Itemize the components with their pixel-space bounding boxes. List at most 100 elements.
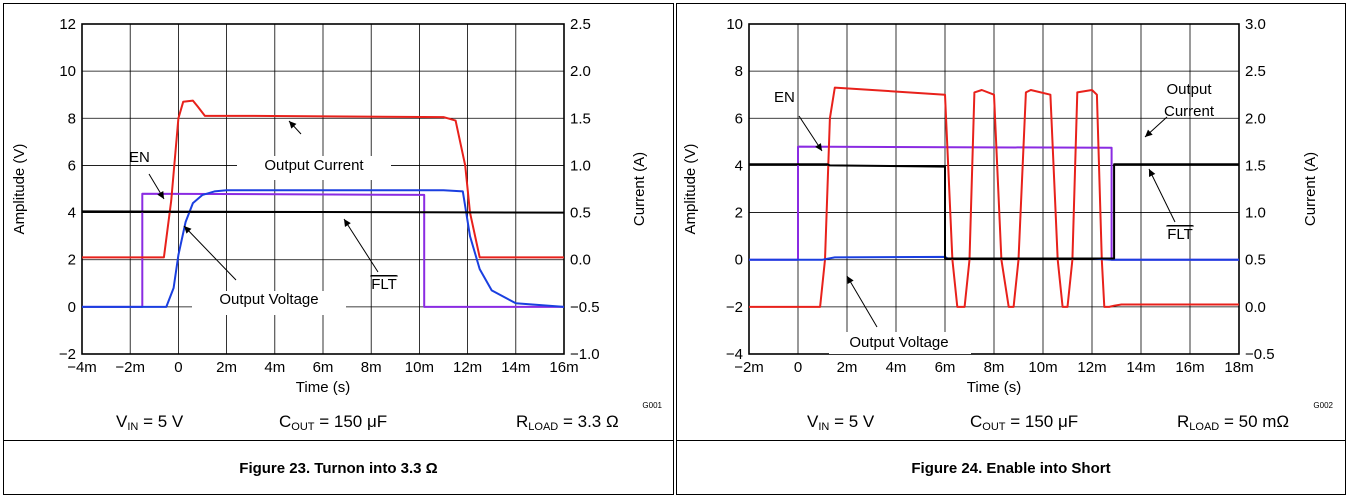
y-tick-label-right: −0.5: [1245, 346, 1275, 363]
y-tick-label-left: −2: [726, 299, 743, 316]
y-tick-label-right: 1.5: [570, 110, 591, 127]
annotation-arrow-head: [847, 276, 854, 284]
y-tick-label-left: 8: [735, 63, 743, 80]
annotation-arrow-line: [1148, 168, 1176, 223]
y-axis-label-left: Amplitude (V): [682, 144, 699, 235]
x-tick-label: 10m: [405, 359, 434, 376]
figure-caption: Figure 23. Turnon into 3.3 Ω: [239, 460, 438, 477]
y-tick-label-left: 4: [735, 157, 743, 174]
x-tick-label: 0: [174, 359, 182, 376]
annotation-label: Output Voltage: [219, 291, 318, 308]
condition-cout: COUT = 150 μF: [279, 412, 388, 433]
figure-24-chart: −2m 0 2m 4m 6m 8m 10m 12m 14m 16m 18m −4 −0.5 −2 0.0 0 0…: [682, 16, 1334, 410]
x-tick-label: −4m: [67, 359, 97, 376]
annotation-label: Output Current: [264, 157, 364, 174]
x-tick-label: −2m: [115, 359, 145, 376]
y-tick-label-left: 12: [59, 16, 76, 33]
y-tick-label-left: 4: [68, 205, 76, 222]
x-tick-label: 12m: [1077, 359, 1106, 376]
x-tick-label: −2m: [734, 359, 764, 376]
x-tick-label: 10m: [1028, 359, 1057, 376]
y-tick-label-right: 0.5: [570, 205, 591, 222]
x-tick-label: 18m: [1224, 359, 1253, 376]
series-line-output-current: [749, 86, 1239, 308]
y-tick-label-left: 2: [68, 252, 76, 269]
annotation-arrow-line: [343, 218, 379, 273]
series-line-flt: [81, 210, 565, 214]
annotation-label: FLT: [371, 276, 397, 293]
condition-cout: COUT = 150 μF: [970, 412, 1079, 433]
x-tick-label: 16m: [549, 359, 578, 376]
annotation-label: FLT: [1167, 226, 1193, 243]
caption-divider: [4, 440, 673, 441]
condition-rload: RLOAD = 3.3 Ω: [516, 412, 619, 433]
y-tick-label-left: 6: [68, 157, 76, 174]
annotation-label: EN: [129, 149, 150, 166]
y-tick-label-right: 1.0: [1245, 205, 1266, 222]
series-line-output-voltage: [82, 189, 565, 308]
annotation-label-background: [237, 156, 391, 180]
plot-area-frame: [81, 23, 565, 355]
condition-rload: RLOAD = 50 mΩ: [1177, 412, 1290, 433]
y-tick-label-right: 1.5: [1245, 157, 1266, 174]
x-tick-label: 2m: [837, 359, 858, 376]
annotation-label: Output: [1166, 81, 1212, 98]
annotation-arrow-head: [184, 226, 192, 234]
y-tick-label-left: 0: [68, 299, 76, 316]
y-tick-label-left: 0: [735, 252, 743, 269]
annotation-label-background: [829, 332, 971, 354]
y-tick-label-left: −4: [726, 346, 743, 363]
x-tick-label: 6m: [935, 359, 956, 376]
y-tick-label-right: 2.5: [570, 16, 591, 33]
y-tick-label-left: 10: [59, 63, 76, 80]
annotation-label: Current: [1164, 103, 1215, 120]
x-axis-label: Time (s): [296, 379, 350, 396]
figure-caption: Figure 24. Enable into Short: [911, 460, 1111, 477]
x-tick-label: 12m: [453, 359, 482, 376]
y-tick-label-right: 0.0: [1245, 299, 1266, 316]
caption-divider: [677, 440, 1345, 441]
figure-23-panel: −4m −2m 0 2m 4m 6m 8m 10m 12m 14m 16m −2 −1.0 0 −0.5 2 0…: [3, 3, 674, 495]
y-tick-label-left: −2: [59, 346, 76, 363]
x-tick-label: 4m: [264, 359, 285, 376]
y-tick-label-right: 0.5: [1245, 252, 1266, 269]
y-tick-label-right: −0.5: [570, 299, 600, 316]
y-tick-label-right: 2.0: [1245, 110, 1266, 127]
annotation-arrow-head: [1145, 129, 1153, 137]
annotation-arrow-line: [183, 225, 237, 281]
annotation-label: EN: [774, 89, 795, 106]
annotation-label-background: [192, 291, 346, 315]
y-tick-label-right: 3.0: [1245, 16, 1266, 33]
x-tick-label: 8m: [984, 359, 1005, 376]
figure-id: G002: [1313, 401, 1333, 410]
x-tick-label: 2m: [216, 359, 237, 376]
x-tick-label: 14m: [501, 359, 530, 376]
y-axis-label-right: Current (A): [1302, 152, 1319, 226]
figure-24-panel: −2m 0 2m 4m 6m 8m 10m 12m 14m 16m 18m −4 −0.5 −2 0.0 0 0…: [676, 3, 1346, 495]
annotation-arrow-head: [157, 191, 164, 199]
y-tick-label-left: 10: [726, 16, 743, 33]
x-tick-label: 16m: [1175, 359, 1204, 376]
y-tick-label-left: 2: [735, 205, 743, 222]
x-axis-label: Time (s): [967, 379, 1021, 396]
y-tick-label-left: 6: [735, 110, 743, 127]
annotation-arrow-head: [344, 219, 351, 227]
annotation-label: Output Voltage: [849, 334, 948, 351]
figure-23-chart: −4m −2m 0 2m 4m 6m 8m 10m 12m 14m 16m −2 −1.0 0 −0.5 2 0…: [11, 16, 663, 410]
y-tick-label-right: 2.0: [570, 63, 591, 80]
y-axis-label-left: Amplitude (V): [11, 144, 28, 235]
x-tick-label: 6m: [313, 359, 334, 376]
x-tick-label: 14m: [1126, 359, 1155, 376]
annotation-arrow-head: [289, 121, 297, 129]
plot-area-frame: [748, 23, 1240, 355]
condition-vin: VIN = 5 V: [807, 412, 875, 433]
series-line-output-current: [82, 99, 564, 259]
y-tick-label-right: 1.0: [570, 157, 591, 174]
x-tick-label: 4m: [886, 359, 907, 376]
y-tick-label-right: 0.0: [570, 252, 591, 269]
y-axis-label-right: Current (A): [631, 152, 648, 226]
series-line-flt: [749, 163, 1239, 260]
y-tick-label-right: 2.5: [1245, 63, 1266, 80]
annotation-arrow-head: [1149, 169, 1156, 177]
y-tick-label-left: 8: [68, 110, 76, 127]
